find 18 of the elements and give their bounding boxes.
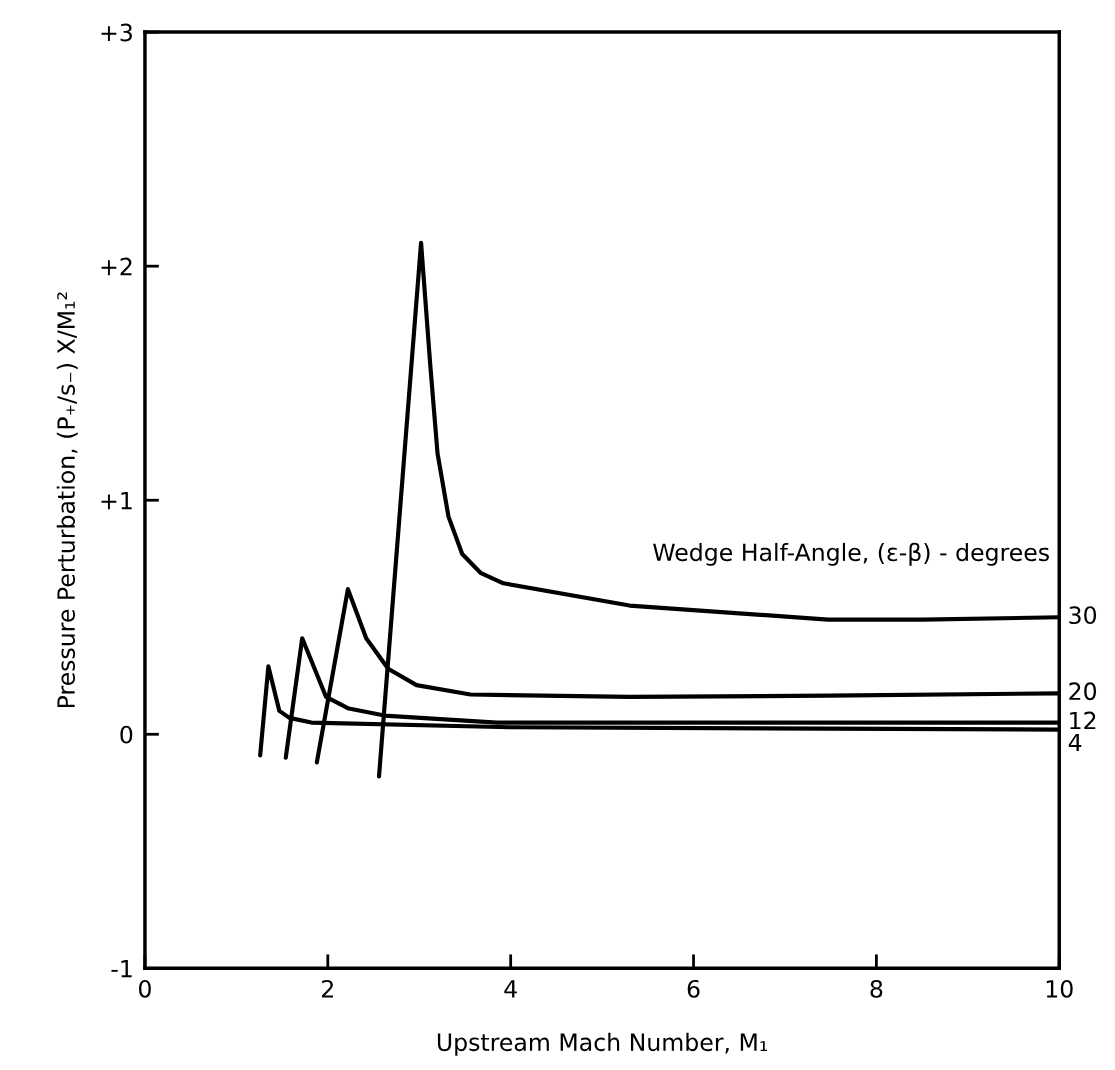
y-tick-label: +1 [101,491,132,510]
series-label: 12 [1070,711,1096,730]
x-tick-label: 4 [504,980,517,998]
y-tick-label: -1 [111,960,132,978]
y-tick-label: +3 [101,23,132,42]
x-tick-label: 8 [870,979,883,998]
y-axis-title: Pressure Perturbation, (P₊/s₋) X/M₁² [56,292,78,708]
x-axis-title: Upstream Mach Number, M₁ [437,1032,768,1056]
series-label: 30 [1069,606,1097,625]
series-label: 20 [1069,682,1097,701]
y-tick-label: 0 [120,725,133,744]
annotation: Wedge Half-Angle, (ε-β) - degrees [653,542,1049,566]
x-tick-label: 0 [139,979,151,998]
y-tick-label: +2 [101,257,132,276]
x-tick-label: 10 [1046,979,1073,998]
series-label: 4 [1068,733,1082,752]
x-tick-label: 2 [322,979,333,998]
x-tick-label: 6 [687,979,700,998]
